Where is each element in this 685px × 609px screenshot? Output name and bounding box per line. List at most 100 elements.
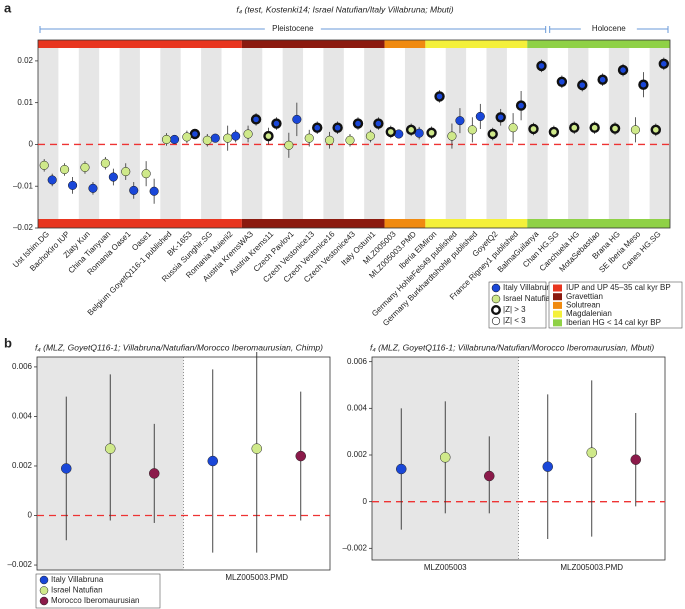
era-label: Holocene bbox=[592, 24, 626, 33]
point bbox=[250, 114, 262, 125]
band-shade bbox=[649, 40, 670, 228]
legend-label: Israel Natufian bbox=[51, 586, 103, 595]
panel-label: b bbox=[4, 335, 12, 350]
point bbox=[630, 125, 640, 135]
point bbox=[100, 158, 110, 168]
y-tick-label: 0.006 bbox=[347, 357, 368, 366]
point bbox=[548, 126, 560, 138]
point bbox=[515, 100, 527, 111]
legend-label: Italy Villabruna bbox=[51, 575, 104, 584]
legend-label: Iberian HG < 14 cal kyr BP bbox=[566, 318, 661, 327]
band-shade bbox=[119, 40, 140, 228]
legend-marker bbox=[491, 283, 501, 293]
point bbox=[650, 124, 662, 136]
legend-label: Solutrean bbox=[566, 301, 600, 310]
point bbox=[189, 128, 201, 140]
y-tick-label: 0.004 bbox=[12, 412, 33, 421]
x-tick-label: MLZ005003 bbox=[424, 563, 467, 572]
point bbox=[88, 183, 98, 193]
legend-swatch bbox=[553, 284, 562, 292]
point bbox=[202, 135, 212, 145]
y-tick-label: –0.002 bbox=[343, 543, 368, 552]
legend-marker bbox=[39, 596, 49, 606]
point bbox=[182, 132, 192, 142]
point bbox=[108, 172, 118, 182]
point bbox=[60, 164, 70, 175]
period-bar bbox=[527, 40, 670, 48]
period-bar bbox=[38, 40, 242, 48]
point bbox=[396, 463, 407, 475]
point bbox=[528, 123, 539, 135]
point bbox=[169, 134, 180, 144]
era-label-bg bbox=[580, 24, 637, 34]
plot-frame bbox=[37, 39, 671, 229]
y-tick-label: –0.002 bbox=[8, 560, 33, 569]
legend-marker bbox=[39, 575, 49, 585]
point bbox=[434, 91, 445, 102]
plot-frame bbox=[36, 356, 331, 571]
band-shade bbox=[608, 40, 630, 228]
point bbox=[455, 116, 465, 126]
point bbox=[332, 122, 343, 133]
y-tick-label: –0.01 bbox=[13, 181, 34, 190]
legend-box bbox=[35, 573, 161, 609]
point bbox=[129, 185, 139, 195]
point bbox=[295, 450, 306, 462]
point bbox=[161, 134, 172, 144]
point bbox=[284, 140, 294, 150]
point bbox=[536, 60, 547, 72]
point bbox=[105, 443, 116, 454]
y-tick-label: 0.02 bbox=[17, 56, 33, 65]
period-bar bbox=[241, 219, 385, 228]
legend-marker bbox=[491, 316, 501, 326]
legend-label: Magdalenian bbox=[566, 309, 612, 318]
legend-marker bbox=[491, 294, 501, 304]
y-tick-label: –0.02 bbox=[13, 223, 34, 232]
era-label-bg bbox=[264, 24, 321, 34]
point bbox=[121, 167, 131, 177]
point bbox=[149, 468, 160, 479]
legend-label: |Z| < 3 bbox=[503, 316, 526, 325]
point bbox=[577, 79, 588, 91]
point bbox=[609, 123, 621, 134]
band-shade bbox=[282, 40, 304, 228]
point bbox=[542, 461, 553, 472]
plot-frame bbox=[371, 356, 666, 561]
point bbox=[658, 58, 670, 70]
point bbox=[251, 443, 262, 454]
point bbox=[508, 123, 518, 133]
legend-label: Italy Villabruna bbox=[503, 283, 556, 292]
band-shade bbox=[323, 40, 344, 228]
y-tick-label: 0.004 bbox=[347, 403, 368, 412]
period-bar bbox=[38, 219, 242, 228]
chart-title: f₄ (test, Kostenki14; Israel Natufian/It… bbox=[236, 4, 453, 14]
point bbox=[426, 127, 437, 138]
y-tick-label: 0 bbox=[29, 140, 34, 149]
legend-swatch bbox=[553, 301, 562, 309]
legend-label: Israel Natufian bbox=[503, 294, 555, 303]
point bbox=[385, 126, 396, 138]
point bbox=[365, 131, 375, 141]
point bbox=[495, 112, 506, 123]
legend-label: |Z| > 3 bbox=[503, 305, 526, 314]
band-shade bbox=[201, 40, 222, 228]
point bbox=[263, 130, 274, 142]
point bbox=[467, 125, 477, 135]
point bbox=[586, 447, 597, 458]
legend-marker bbox=[39, 586, 49, 595]
period-bar bbox=[527, 219, 670, 228]
legend-swatch bbox=[553, 319, 562, 327]
point bbox=[292, 114, 302, 124]
y-tick-label: 0.006 bbox=[12, 362, 33, 371]
point bbox=[149, 186, 159, 196]
point bbox=[617, 64, 629, 76]
point bbox=[484, 470, 495, 482]
band-shade bbox=[160, 40, 181, 228]
point bbox=[304, 133, 314, 143]
point bbox=[597, 74, 608, 85]
y-tick-label: 0.01 bbox=[17, 98, 33, 107]
point bbox=[271, 118, 282, 129]
legend-label: IUP and UP 45–35 cal kyr BP bbox=[566, 283, 671, 292]
point bbox=[405, 124, 417, 136]
point bbox=[630, 454, 641, 465]
